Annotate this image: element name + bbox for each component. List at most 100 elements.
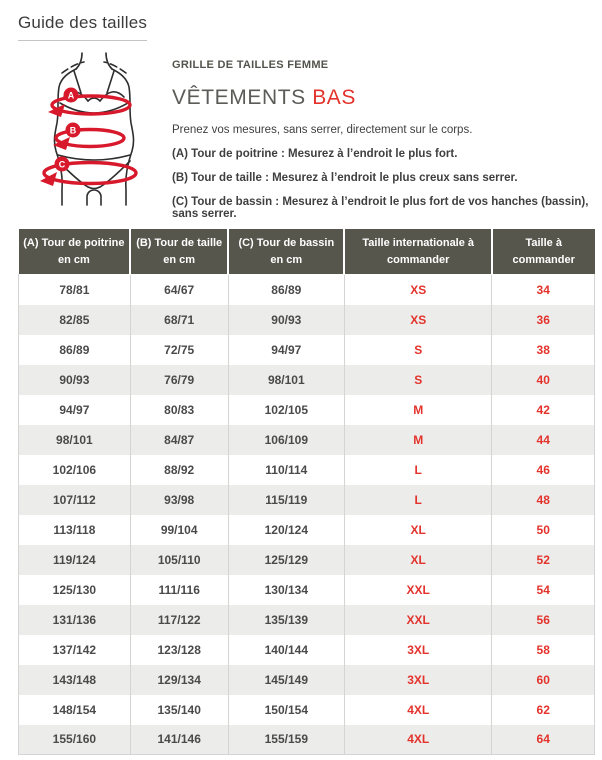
size-cell: 38 bbox=[491, 334, 595, 365]
size-cell: M bbox=[344, 424, 493, 455]
measurement-cell: 88/92 bbox=[130, 454, 229, 485]
measurement-cell: 125/129 bbox=[228, 544, 345, 575]
table-row: 119/124 105/110 125/129 XL 52 bbox=[18, 544, 595, 575]
measurement-cell: 84/87 bbox=[130, 424, 229, 455]
table-row: 78/81 64/67 86/89 XS 34 bbox=[18, 274, 595, 305]
measurement-cell: 137/142 bbox=[18, 634, 131, 665]
size-cell: S bbox=[344, 364, 493, 395]
size-cell: 52 bbox=[491, 544, 595, 575]
table-row: 113/118 99/104 120/124 XL 50 bbox=[18, 514, 595, 545]
measurement-cell: 129/134 bbox=[130, 664, 229, 695]
bust-measure-ring bbox=[50, 94, 132, 116]
guide-eyebrow: GRILLE DE TAILLES FEMME bbox=[172, 59, 329, 71]
size-cell: 4XL bbox=[344, 694, 493, 725]
instruction-waist: (B) Tour de taille : Mesurez à l’endroit… bbox=[172, 172, 518, 184]
measurement-cell: 113/118 bbox=[18, 514, 131, 545]
size-cell: 58 bbox=[491, 634, 595, 665]
column-header: (A) Tour de poitrine en cm bbox=[18, 229, 132, 275]
size-cell: 46 bbox=[491, 454, 595, 485]
measurement-cell: 86/89 bbox=[18, 334, 131, 365]
measurement-cell: 125/130 bbox=[18, 574, 131, 605]
measurement-cell: 102/106 bbox=[18, 454, 131, 485]
guide-heading-accent: BAS bbox=[312, 86, 357, 109]
page-title: Guide des tailles bbox=[18, 13, 148, 41]
size-cell: 42 bbox=[491, 394, 595, 425]
measurement-cell: 102/105 bbox=[228, 394, 345, 425]
measurement-cell: 80/83 bbox=[130, 394, 229, 425]
measurement-cell: 106/109 bbox=[228, 424, 345, 455]
column-header: Taille internationale à commander bbox=[344, 229, 493, 275]
size-cell: 40 bbox=[491, 364, 595, 395]
measurement-cell: 94/97 bbox=[18, 394, 131, 425]
size-cell: 56 bbox=[491, 604, 595, 635]
table-row: 86/89 72/75 94/97 S 38 bbox=[18, 334, 595, 365]
table-row: 102/106 88/92 110/114 L 46 bbox=[18, 454, 595, 485]
table-row: 107/112 93/98 115/119 L 48 bbox=[18, 484, 595, 515]
size-cell: 44 bbox=[491, 424, 595, 455]
table-row: 148/154 135/140 150/154 4XL 62 bbox=[18, 694, 595, 725]
instruction-hips: (C) Tour de bassin : Mesurez à l’endroit… bbox=[172, 196, 589, 220]
measure-intro: Prenez vos mesures, sans serrer, directe… bbox=[172, 124, 473, 136]
measurement-cell: 117/122 bbox=[130, 604, 229, 635]
measurement-cell: 150/154 bbox=[228, 694, 345, 725]
measurement-cell: 72/75 bbox=[130, 334, 229, 365]
measurement-cell: 119/124 bbox=[18, 544, 131, 575]
guide-text-block: GRILLE DE TAILLES FEMME VÊTEMENTS BAS Pr… bbox=[166, 51, 595, 220]
size-cell: XS bbox=[344, 274, 493, 305]
guide-intro-section: A B C GRILLE DE TAILLES FEMME VÊTEMENTS … bbox=[18, 51, 595, 220]
guide-heading-main: VÊTEMENTS bbox=[172, 86, 306, 109]
table-row: 137/142 123/128 140/144 3XL 58 bbox=[18, 634, 595, 665]
measurement-cell: 68/71 bbox=[130, 304, 229, 335]
measurement-cell: 135/140 bbox=[130, 694, 229, 725]
measurement-cell: 86/89 bbox=[228, 274, 345, 305]
measurement-cell: 120/124 bbox=[228, 514, 345, 545]
column-header: (B) Tour de taille en cm bbox=[130, 229, 230, 275]
size-cell: 62 bbox=[491, 694, 595, 725]
size-cell: XXL bbox=[344, 604, 493, 635]
table-row: 82/85 68/71 90/93 XS 36 bbox=[18, 304, 595, 335]
measurement-cell: 98/101 bbox=[228, 364, 345, 395]
size-cell: S bbox=[344, 334, 493, 365]
measurement-cell: 141/146 bbox=[130, 724, 229, 755]
badge-a bbox=[63, 87, 79, 103]
size-cell: L bbox=[344, 484, 493, 515]
waist-arrowhead-icon bbox=[53, 137, 70, 150]
badge-c-label: C bbox=[59, 160, 66, 170]
measurement-cell: 90/93 bbox=[228, 304, 345, 335]
measurement-cell: 64/67 bbox=[130, 274, 229, 305]
measurement-cell: 148/154 bbox=[18, 694, 131, 725]
measurement-cell: 82/85 bbox=[18, 304, 131, 335]
size-table-header-row: (A) Tour de poitrine en cm (B) Tour de tai… bbox=[18, 229, 595, 275]
table-row: 155/160 141/146 155/159 4XL 64 bbox=[18, 724, 595, 755]
size-cell: XS bbox=[344, 304, 493, 335]
measurement-cell: 131/136 bbox=[18, 604, 131, 635]
measurement-cell: 90/93 bbox=[18, 364, 131, 395]
measurement-cell: 93/98 bbox=[130, 484, 229, 515]
measurement-cell: 155/159 bbox=[228, 724, 345, 755]
table-row: 125/130 111/116 130/134 XXL 54 bbox=[18, 574, 595, 605]
size-cell: 4XL bbox=[344, 724, 493, 755]
column-header: Taille à commander bbox=[491, 229, 595, 275]
size-cell: 48 bbox=[491, 484, 595, 515]
badge-a-label: A bbox=[68, 91, 75, 101]
table-row: 131/136 117/122 135/139 XXL 56 bbox=[18, 604, 595, 635]
size-cell: 34 bbox=[491, 274, 595, 305]
size-table: (A) Tour de poitrine en cm (B) Tour de tai… bbox=[18, 229, 595, 755]
hip-arrowhead-icon bbox=[40, 172, 57, 186]
measurement-cell: 143/148 bbox=[18, 664, 131, 695]
table-row: 90/93 76/79 98/101 S 40 bbox=[18, 364, 595, 395]
size-cell: 36 bbox=[491, 304, 595, 335]
size-cell: 3XL bbox=[344, 634, 493, 665]
size-cell: M bbox=[344, 394, 493, 425]
measurement-cell: 145/149 bbox=[228, 664, 345, 695]
size-cell: 60 bbox=[491, 664, 595, 695]
table-row: 98/101 84/87 106/109 M 44 bbox=[18, 424, 595, 455]
measurement-cell: 123/128 bbox=[130, 634, 229, 665]
size-cell: L bbox=[344, 454, 493, 485]
measurement-cell: 78/81 bbox=[18, 274, 131, 305]
table-row: 143/148 129/134 145/149 3XL 60 bbox=[18, 664, 595, 695]
measurement-cell: 107/112 bbox=[18, 484, 131, 515]
measurement-cell: 98/101 bbox=[18, 424, 131, 455]
measurement-cell: 94/97 bbox=[228, 334, 345, 365]
